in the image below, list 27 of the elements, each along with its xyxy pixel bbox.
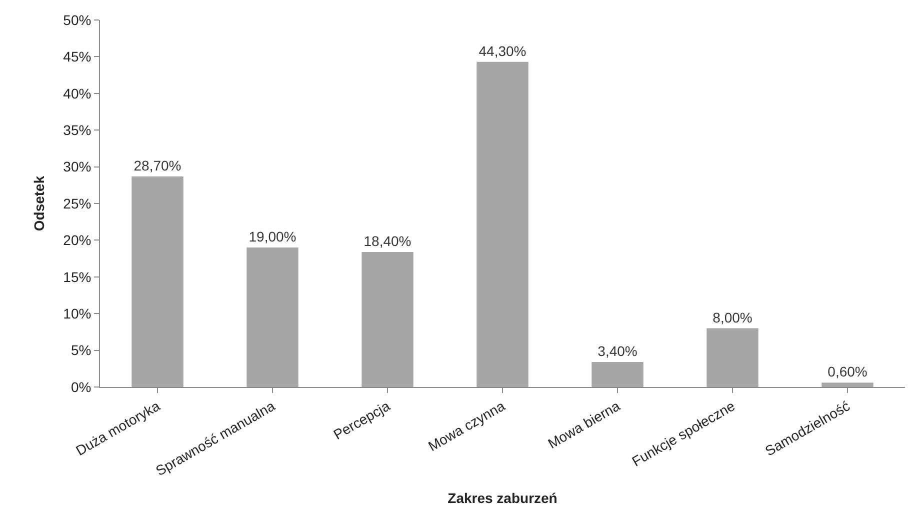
y-tick-label: 40%: [63, 85, 92, 102]
bar: [822, 382, 874, 387]
bar: [246, 248, 298, 387]
bar: [476, 62, 528, 387]
data-label: 19,00%: [248, 228, 296, 245]
y-tick-label: 30%: [63, 158, 92, 175]
y-tick-label: 35%: [63, 122, 92, 138]
bar: [592, 362, 644, 387]
bar: [132, 176, 184, 387]
y-tick-label: 45%: [63, 48, 92, 65]
y-tick-label: 50%: [63, 12, 92, 28]
y-tick-label: 25%: [63, 195, 92, 212]
y-tick-label: 15%: [63, 268, 92, 285]
y-tick-label: 5%: [70, 342, 92, 358]
y-tick-label: 20%: [63, 232, 92, 248]
data-label: 8,00%: [712, 309, 752, 326]
data-label: 0,60%: [828, 364, 868, 380]
bar: [706, 328, 758, 387]
data-label: 3,40%: [598, 343, 638, 360]
data-label: 18,40%: [364, 232, 412, 249]
y-tick-label: 10%: [63, 306, 92, 322]
data-label: 44,30%: [478, 42, 526, 59]
bar: [362, 252, 414, 387]
data-label: 28,70%: [134, 157, 182, 174]
y-axis-title: Odsetek: [30, 176, 47, 232]
x-axis-title: Zakres zaburzeń: [448, 490, 558, 506]
y-tick-label: 0%: [70, 378, 92, 395]
